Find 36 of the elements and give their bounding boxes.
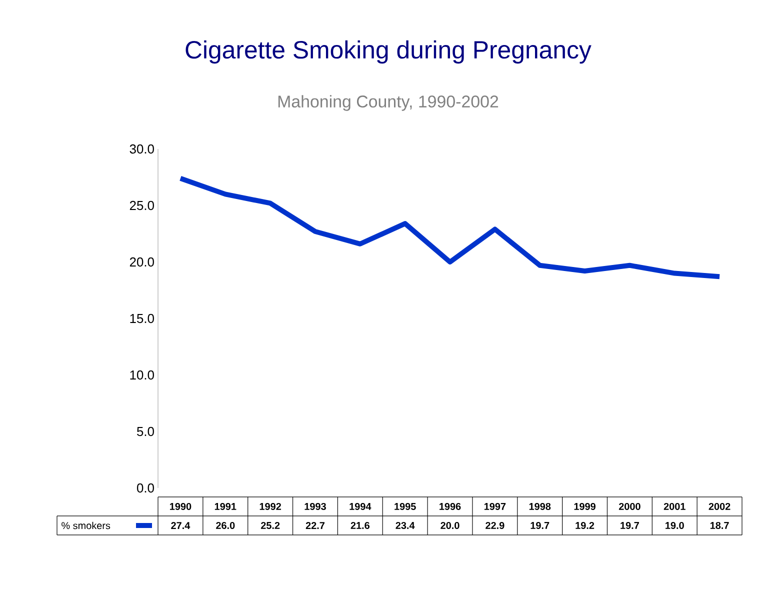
x-tick-label: 2001: [664, 502, 686, 510]
chart-title: Cigarette Smoking during Pregnancy: [186, 40, 592, 64]
x-tick-label: 1999: [574, 502, 596, 510]
data-label: 22.7: [306, 522, 324, 529]
data-label: 19.7: [620, 522, 639, 530]
data-label: 27.4: [171, 522, 190, 529]
y-tick-label: 25.0: [130, 200, 154, 210]
data-label: 19.2: [576, 522, 594, 530]
y-tick-label: 20.0: [130, 257, 154, 267]
x-tick-label: 2000: [618, 502, 640, 510]
x-tick-label: 1991: [214, 502, 236, 510]
y-tick-label: 30.0: [130, 144, 154, 154]
y-tick-label: 15.0: [130, 314, 154, 324]
data-label: 19.0: [666, 522, 684, 530]
x-tick-label: 1994: [350, 502, 372, 510]
data-label: 20.0: [440, 522, 460, 530]
chart-subtitle: Mahoning County, 1990-2002: [278, 95, 498, 111]
data-label: 21.6: [350, 522, 370, 530]
data-label: 22.9: [486, 522, 504, 530]
y-tick-label: 10.0: [130, 370, 154, 380]
text: % smokers: [62, 522, 110, 530]
data-label: 23.4: [396, 522, 415, 530]
x-tick-label: 1995: [394, 502, 416, 510]
x-tick-label: 1990: [170, 502, 192, 510]
x-tick-label: 1992: [260, 502, 281, 510]
data-label: 18.7: [710, 522, 729, 530]
x-tick-label: 1997: [484, 502, 506, 510]
x-tick-label: 1996: [440, 502, 461, 510]
data-label: 26.0: [216, 522, 235, 530]
data-label: 19.7: [530, 522, 550, 530]
x-tick-label: 2002: [708, 502, 730, 510]
y-tick-label: 0.0: [136, 483, 154, 493]
y-tick-label: 5.0: [137, 426, 154, 436]
data-label: 25.2: [260, 522, 280, 530]
x-tick-label: 1998: [529, 502, 551, 510]
x-tick-label: 1993: [304, 502, 326, 510]
